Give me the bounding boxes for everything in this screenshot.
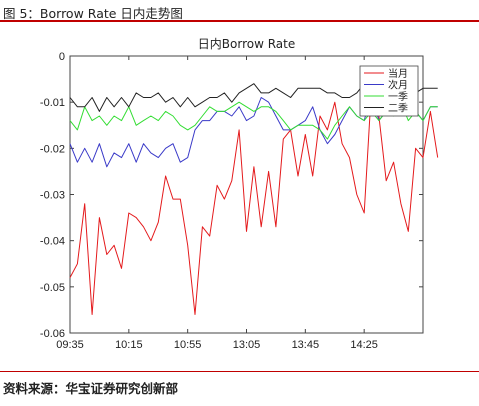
x-tick-label: 10:55: [174, 339, 202, 351]
figure-source: 资料来源：华宝证券研究创新部: [3, 381, 179, 396]
x-tick-label: 10:15: [115, 339, 143, 351]
x-tick-label: 09:35: [56, 339, 84, 351]
y-tick-label: -0.06: [40, 328, 65, 340]
legend-label: 二季: [388, 103, 408, 115]
legend-label: 一季: [388, 91, 408, 103]
y-tick-label: 0: [59, 51, 65, 63]
y-tick-label: -0.01: [40, 97, 65, 109]
x-tick-label: 14:25: [350, 339, 378, 351]
caption-rule: [0, 20, 479, 22]
legend-label: 次月: [388, 79, 408, 92]
y-tick-label: -0.04: [40, 236, 65, 248]
figure-caption: 图 5：Borrow Rate 日内走势图: [3, 6, 183, 21]
y-tick-label: -0.03: [40, 190, 65, 202]
x-tick-label: 13:45: [292, 339, 320, 351]
borrow-rate-chart: 日内Borrow Rate 0 -0.01 -0.02 -0.03 -0.04 -0.05…: [0, 24, 479, 369]
y-tick-label: -0.05: [40, 282, 65, 294]
y-tick-label: -0.02: [40, 143, 65, 155]
series-line-3: [69, 101, 438, 140]
x-tick-label: 13:05: [233, 339, 261, 351]
chart-title: 日内Borrow Rate: [198, 37, 295, 51]
legend-label: 当月: [388, 67, 408, 80]
source-rule: [0, 371, 479, 372]
